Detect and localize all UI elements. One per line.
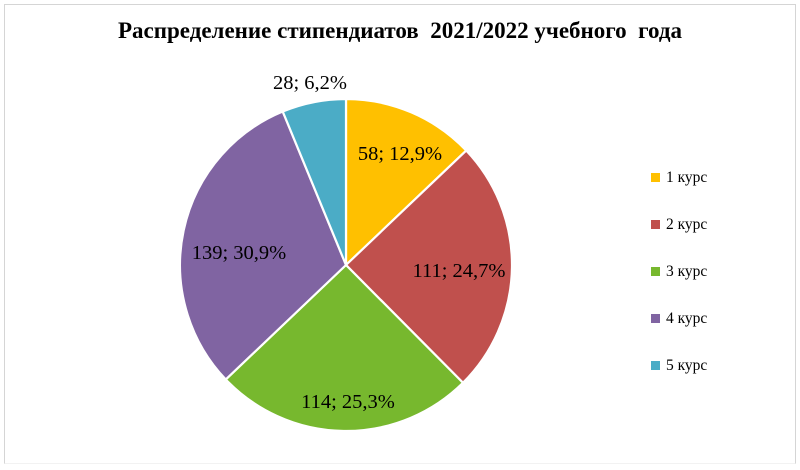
svg-text:139; 30,9%: 139; 30,9% bbox=[192, 242, 287, 264]
svg-text:114; 25,3%: 114; 25,3% bbox=[301, 391, 395, 413]
svg-text:28; 6,2%: 28; 6,2% bbox=[273, 72, 347, 94]
svg-text:111; 24,7%: 111; 24,7% bbox=[412, 260, 505, 282]
svg-text:58; 12,9%: 58; 12,9% bbox=[358, 143, 442, 165]
